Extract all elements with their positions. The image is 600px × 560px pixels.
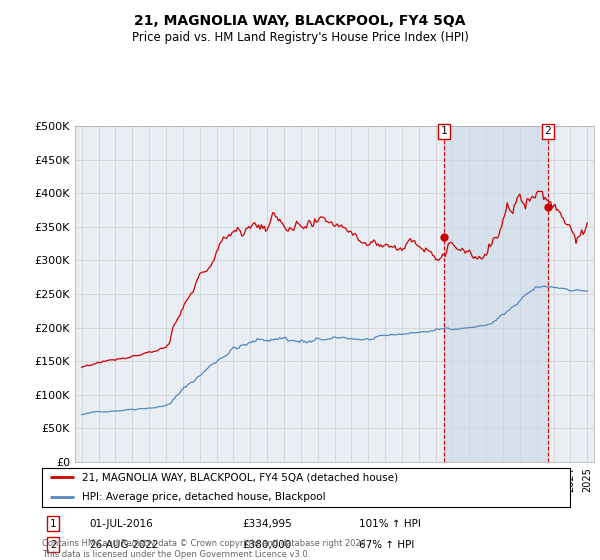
Text: Contains HM Land Registry data © Crown copyright and database right 2024.
This d: Contains HM Land Registry data © Crown c… <box>42 539 368 559</box>
Text: 21, MAGNOLIA WAY, BLACKPOOL, FY4 5QA (detached house): 21, MAGNOLIA WAY, BLACKPOOL, FY4 5QA (de… <box>82 473 398 482</box>
Text: 01-JUL-2016: 01-JUL-2016 <box>89 519 153 529</box>
Text: 2: 2 <box>50 540 56 550</box>
Text: 26-AUG-2022: 26-AUG-2022 <box>89 540 159 550</box>
Text: £380,000: £380,000 <box>242 540 292 550</box>
Text: 101% ↑ HPI: 101% ↑ HPI <box>359 519 421 529</box>
Bar <box>444 126 548 462</box>
Text: 67% ↑ HPI: 67% ↑ HPI <box>359 540 414 550</box>
Text: 1: 1 <box>50 519 56 529</box>
Text: HPI: Average price, detached house, Blackpool: HPI: Average price, detached house, Blac… <box>82 492 325 502</box>
Text: Price paid vs. HM Land Registry's House Price Index (HPI): Price paid vs. HM Land Registry's House … <box>131 31 469 44</box>
Text: 2: 2 <box>544 127 551 137</box>
Text: 21, MAGNOLIA WAY, BLACKPOOL, FY4 5QA: 21, MAGNOLIA WAY, BLACKPOOL, FY4 5QA <box>134 14 466 28</box>
Text: £334,995: £334,995 <box>242 519 292 529</box>
Text: 1: 1 <box>440 127 448 137</box>
